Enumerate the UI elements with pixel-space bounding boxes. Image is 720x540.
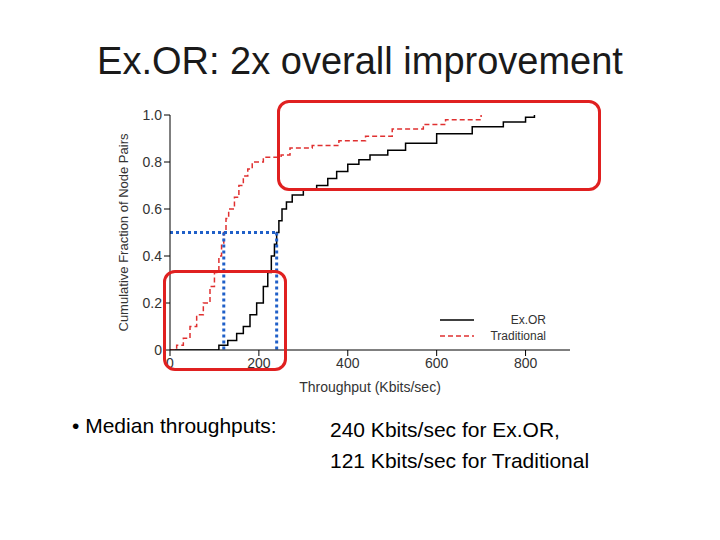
svg-text:0.6: 0.6 xyxy=(143,201,163,217)
svg-text:Throughput (Kbits/sec): Throughput (Kbits/sec) xyxy=(299,379,441,395)
html-text:Traditional: Traditional xyxy=(490,329,546,343)
svg-text:0: 0 xyxy=(154,342,162,358)
svg-text:400: 400 xyxy=(336,355,360,371)
html-text:Ex.OR: Ex.OR xyxy=(510,313,546,327)
svg-text:0.4: 0.4 xyxy=(143,248,163,264)
svg-text:0.2: 0.2 xyxy=(143,295,163,311)
svg-text:200: 200 xyxy=(247,355,271,371)
svg-text:600: 600 xyxy=(425,355,449,371)
svg-text:1.0: 1.0 xyxy=(143,107,163,123)
svg-text:800: 800 xyxy=(514,355,538,371)
html-text:121 Kbits/sec for Traditional: 121 Kbits/sec for Traditional xyxy=(330,449,590,472)
svg-text:0.8: 0.8 xyxy=(143,154,163,170)
html-text:Ex.OR: 2x overall improvement: Ex.OR: 2x overall improvement xyxy=(97,40,623,82)
html-text:240 Kbits/sec for Ex.OR,: 240 Kbits/sec for Ex.OR, xyxy=(330,418,560,441)
html-text:• Median throughputs:: • Median throughputs: xyxy=(72,414,277,437)
svg-text:0: 0 xyxy=(166,355,174,371)
svg-text:Cumulative Fraction of Node Pa: Cumulative Fraction of Node Pairs xyxy=(116,133,131,331)
